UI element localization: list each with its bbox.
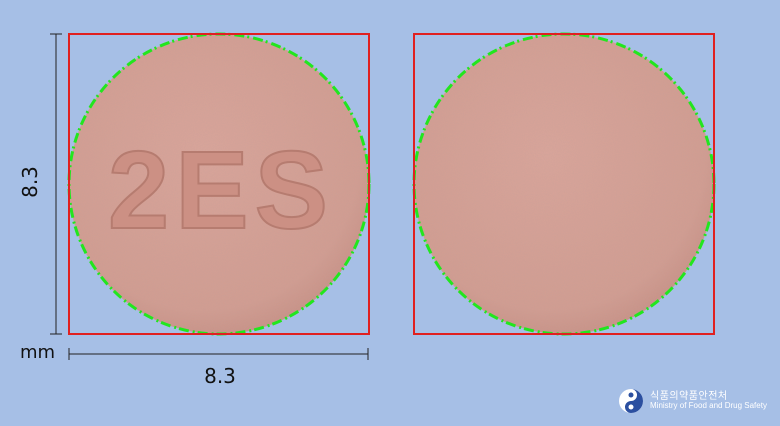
tablet-imprint: 2ES — [108, 129, 334, 252]
tablet-back — [412, 32, 716, 336]
unit-label: mm — [20, 342, 56, 363]
horizontal-dimension-line — [68, 348, 369, 360]
width-label: 8.3 — [204, 364, 236, 388]
tablet-front: 2ES — [67, 32, 371, 336]
mfds-logo: 식품의약품안전처 Ministry of Food and Drug Safet… — [618, 386, 768, 416]
vertical-dimension-line — [50, 33, 62, 335]
back-frame — [413, 33, 715, 335]
height-label: 8.3 — [18, 166, 42, 198]
logo-english-text: Ministry of Food and Drug Safety — [650, 401, 767, 410]
logo-korean-text: 식품의약품안전처 — [650, 391, 728, 402]
front-frame — [68, 33, 370, 335]
mfds-emblem-icon — [619, 389, 643, 413]
